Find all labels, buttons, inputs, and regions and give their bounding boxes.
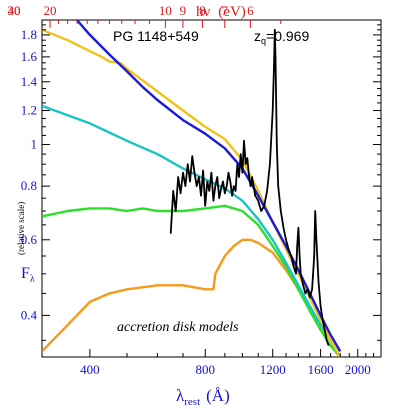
x-axis-label: λrest (Å) bbox=[176, 386, 230, 408]
x-tick-label: 800 bbox=[195, 362, 215, 377]
y-axis: 0.4 0.6 0.8 1 1.2 1.4 1.6 1.8 bbox=[21, 24, 381, 341]
x-tick-label: 1600 bbox=[308, 362, 334, 377]
x-label-subscript: rest bbox=[184, 396, 200, 408]
y-tick-label: 1.4 bbox=[21, 74, 38, 89]
top-label-unit: (eV) bbox=[218, 4, 245, 20]
x-tick-label: 2000 bbox=[345, 362, 371, 377]
x-label-symbol: λ bbox=[176, 386, 185, 405]
top-tick-label: 10 bbox=[159, 3, 172, 18]
x-label-unit: (Å) bbox=[206, 386, 230, 405]
y-tick-label: 1.6 bbox=[21, 49, 38, 64]
top-tick-label: 40 bbox=[8, 3, 21, 18]
series-line-green bbox=[42, 204, 342, 357]
redshift-label: zq=0.969 bbox=[254, 28, 309, 46]
series-line-orange bbox=[42, 238, 342, 357]
y-label-subscript: λ bbox=[30, 274, 35, 285]
redshift-value: =0.969 bbox=[266, 28, 309, 44]
x-tick-label: 1200 bbox=[260, 362, 286, 377]
series-line-yellow bbox=[42, 28, 342, 357]
x-tick-label: 400 bbox=[80, 362, 100, 377]
annotation-text: accretion disk models bbox=[117, 320, 239, 335]
redshift-symbol: z bbox=[254, 28, 261, 44]
y-label-symbol: F bbox=[21, 265, 30, 282]
top-tick-label: 7 bbox=[222, 3, 229, 18]
y-tick-label: 1.8 bbox=[21, 27, 37, 42]
series-layer bbox=[42, 20, 342, 357]
top-tick-label: 6 bbox=[247, 3, 254, 18]
top-tick-label: 20 bbox=[44, 3, 57, 18]
y-tick-label: 0.4 bbox=[21, 307, 38, 322]
x-axis: 400 800 1200 1600 2000 bbox=[41, 349, 382, 377]
y-tick-label: 0.8 bbox=[21, 178, 37, 193]
series-line-observed bbox=[169, 28, 330, 347]
plot-frame bbox=[41, 19, 382, 358]
top-axis-label: hν (eV) bbox=[196, 4, 246, 20]
top-tick-label: 8 bbox=[199, 3, 206, 18]
y-tick-label: 0.6 bbox=[21, 232, 38, 247]
top-tick-label: 30 bbox=[8, 3, 21, 18]
top-tick-label: 9 bbox=[180, 3, 187, 18]
redshift-subscript: q bbox=[261, 36, 266, 46]
y-tick-label: 1 bbox=[31, 137, 38, 152]
chart-title: PG 1148+549 bbox=[113, 28, 199, 44]
series-line-blue bbox=[75, 20, 342, 352]
y-axis-label: Fλ bbox=[21, 265, 35, 285]
top-label-symbol: hν bbox=[196, 4, 211, 20]
y-tick-label: 1.2 bbox=[21, 103, 37, 118]
y-axis-note: (relative scale) bbox=[16, 202, 26, 255]
series-line-cyan bbox=[42, 104, 342, 357]
